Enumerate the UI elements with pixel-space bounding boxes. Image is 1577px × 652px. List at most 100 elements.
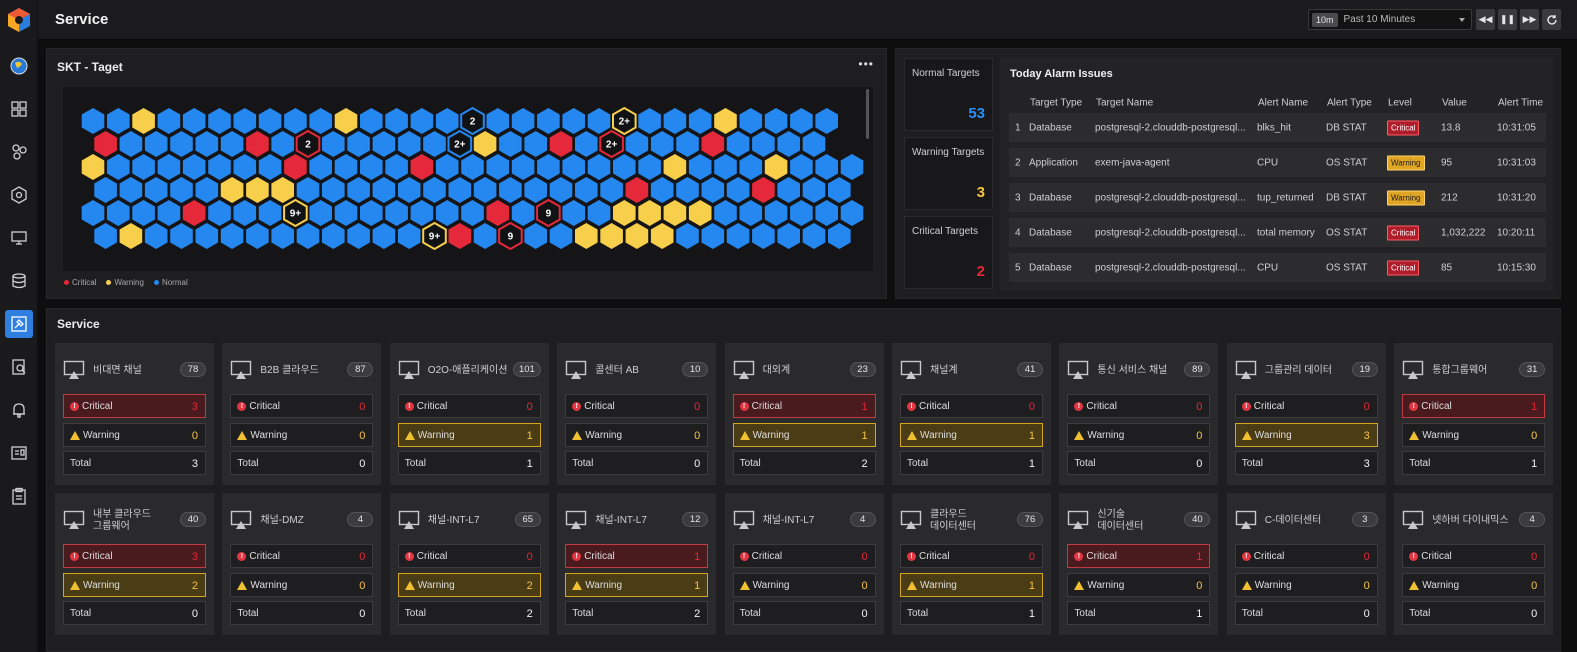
- hex-normal[interactable]: [372, 177, 396, 203]
- hex-normal[interactable]: [840, 154, 864, 180]
- hex-normal[interactable]: [638, 108, 661, 134]
- hex-normal[interactable]: [144, 177, 168, 203]
- hex-normal[interactable]: [537, 154, 560, 180]
- service-card[interactable]: C-데이터센터 3! Critical 0 Warning 0 Total 0: [1226, 493, 1386, 635]
- hex-normal[interactable]: [764, 108, 788, 134]
- hex-normal[interactable]: [435, 108, 459, 134]
- hex-normal[interactable]: [701, 177, 725, 203]
- hex-cluster[interactable]: [422, 221, 447, 251]
- hex-normal[interactable]: [385, 200, 408, 226]
- warning-row[interactable]: Warning 0: [230, 423, 374, 447]
- critical-row[interactable]: ! Critical 0: [230, 544, 374, 568]
- total-row[interactable]: Total 1: [397, 451, 541, 475]
- hex-warning[interactable]: [764, 154, 788, 180]
- critical-row[interactable]: ! Critical 1: [1402, 394, 1546, 418]
- hex-normal[interactable]: [676, 223, 699, 249]
- hex-cluster[interactable]: [283, 198, 308, 228]
- hex-normal[interactable]: [347, 131, 370, 157]
- hex-normal[interactable]: [511, 200, 535, 226]
- warning-row[interactable]: Warning 0: [1067, 423, 1211, 447]
- hex-normal[interactable]: [119, 177, 143, 203]
- hex-critical[interactable]: [284, 154, 307, 180]
- header-value[interactable]: Value: [1442, 97, 1467, 109]
- hex-normal[interactable]: [739, 154, 763, 180]
- hex-normal[interactable]: [385, 154, 408, 180]
- hex-normal[interactable]: [828, 177, 851, 203]
- service-card[interactable]: 채널-INT-L7 4! Critical 0 Warning 0 Total 0: [724, 493, 884, 635]
- critical-row[interactable]: ! Critical 0: [1234, 544, 1378, 568]
- hex-normal[interactable]: [752, 223, 775, 249]
- warning-row[interactable]: Warning 0: [63, 423, 206, 447]
- hex-normal[interactable]: [170, 223, 193, 249]
- hex-normal[interactable]: [410, 108, 434, 134]
- hex-normal[interactable]: [752, 131, 775, 157]
- hex-normal[interactable]: [524, 223, 547, 249]
- critical-row[interactable]: ! Critical 0: [1067, 394, 1211, 418]
- hex-normal[interactable]: [739, 200, 763, 226]
- hex-cluster[interactable]: [498, 221, 523, 251]
- topology-icon[interactable]: [5, 138, 33, 166]
- warning-row[interactable]: Warning 1: [565, 573, 709, 597]
- hex-normal[interactable]: [473, 177, 497, 203]
- warning-row[interactable]: Warning 0: [565, 423, 709, 447]
- hex-normal[interactable]: [562, 154, 585, 180]
- more-options-icon[interactable]: •••: [858, 57, 874, 71]
- hex-critical[interactable]: [94, 131, 117, 157]
- hex-normal[interactable]: [726, 131, 750, 157]
- hex-normal[interactable]: [714, 154, 737, 180]
- critical-row[interactable]: ! Critical 3: [63, 544, 206, 568]
- hex-normal[interactable]: [309, 154, 332, 180]
- hex-normal[interactable]: [372, 131, 396, 157]
- warning-row[interactable]: Warning 2: [397, 573, 541, 597]
- hex-normal[interactable]: [258, 108, 282, 134]
- hex-normal[interactable]: [233, 108, 257, 134]
- hex-warning[interactable]: [600, 223, 623, 249]
- hex-normal[interactable]: [284, 108, 307, 134]
- clipboard-icon[interactable]: [5, 482, 33, 510]
- hex-normal[interactable]: [840, 200, 864, 226]
- hex-normal[interactable]: [587, 200, 611, 226]
- hex-normal[interactable]: [739, 108, 763, 134]
- hex-normal[interactable]: [676, 131, 699, 157]
- info-card-icon[interactable]: [5, 439, 33, 467]
- header-alert-time[interactable]: Alert Time: [1498, 97, 1544, 109]
- total-row[interactable]: Total 2: [397, 601, 541, 625]
- hex-normal[interactable]: [195, 223, 219, 249]
- hex-normal[interactable]: [81, 200, 105, 226]
- hex-warning[interactable]: [575, 223, 598, 249]
- warning-row[interactable]: Warning 0: [230, 573, 374, 597]
- hex-normal[interactable]: [777, 131, 800, 157]
- hex-normal[interactable]: [170, 177, 193, 203]
- hex-normal[interactable]: [587, 154, 611, 180]
- hex-normal[interactable]: [157, 154, 181, 180]
- hex-normal[interactable]: [435, 200, 459, 226]
- total-row[interactable]: Total 1: [900, 451, 1043, 475]
- hex-normal[interactable]: [511, 108, 535, 134]
- hex-normal[interactable]: [575, 131, 598, 157]
- critical-row[interactable]: ! Critical 1: [732, 394, 876, 418]
- hex-warning[interactable]: [473, 131, 497, 157]
- hex-normal[interactable]: [625, 131, 649, 157]
- hex-normal[interactable]: [499, 177, 522, 203]
- hex-normal[interactable]: [524, 131, 547, 157]
- hex-normal[interactable]: [562, 108, 585, 134]
- hex-warning[interactable]: [246, 177, 269, 203]
- warning-row[interactable]: Warning 1: [900, 573, 1043, 597]
- hex-normal[interactable]: [562, 200, 585, 226]
- hex-normal[interactable]: [397, 177, 421, 203]
- hex-normal[interactable]: [360, 200, 383, 226]
- critical-row[interactable]: ! Critical 0: [397, 544, 541, 568]
- hex-cluster[interactable]: [447, 129, 473, 159]
- hex-normal[interactable]: [486, 154, 510, 180]
- hex-normal[interactable]: [397, 223, 421, 249]
- critical-targets-box[interactable]: Critical Targets 2: [904, 216, 993, 289]
- cluster-icon[interactable]: [5, 181, 33, 209]
- hex-normal[interactable]: [144, 223, 168, 249]
- alarm-row[interactable]: 4 Database postgresql-2.clouddb-postgresql…: [1009, 218, 1546, 247]
- total-row[interactable]: Total 1: [1067, 601, 1211, 625]
- hex-normal[interactable]: [195, 131, 219, 157]
- hex-normal[interactable]: [828, 223, 851, 249]
- header-alert-type[interactable]: Alert Type: [1327, 97, 1372, 109]
- normal-targets-box[interactable]: Normal Targets 53: [904, 58, 993, 131]
- critical-row[interactable]: ! Critical 0: [1402, 544, 1546, 568]
